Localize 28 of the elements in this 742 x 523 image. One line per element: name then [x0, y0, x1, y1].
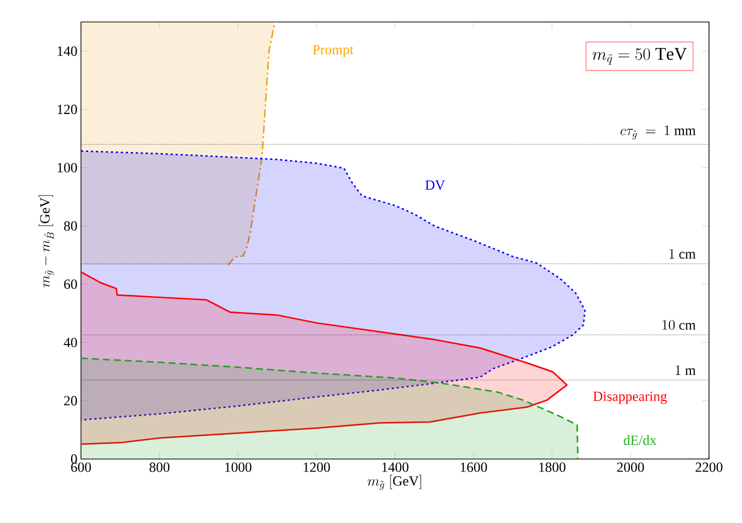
x-tick-label: 1400	[382, 462, 408, 472]
x-tick-label: 600	[71, 462, 91, 472]
y-tick-label: 140	[58, 46, 77, 56]
y-tick-label: 120	[58, 104, 77, 114]
y-tick-label: 80	[64, 221, 77, 231]
ref-line-label: $c\tau_{\tilde{g}}\ =\ 1\ \mathrm{mm}$	[620, 126, 696, 140]
y-axis-title: $m_{\tilde{g}} - m_{\tilde{B}}\ [\mathrm{GeV}]$	[38, 195, 54, 288]
y-tick-label: 40	[64, 338, 77, 348]
x-tick-label: 1600	[460, 462, 487, 472]
x-axis-title: $m_{\tilde{g}}\ [\mathrm{GeV}]$	[368, 474, 422, 490]
text: Prompt	[312, 45, 354, 58]
x-tick-label: 800	[150, 462, 170, 472]
text: dE/dx	[624, 435, 656, 445]
x-tick-label: 1800	[539, 462, 566, 472]
x-tick-label: 1200	[304, 462, 330, 472]
y-tick-label: 20	[64, 396, 77, 406]
ref-line-label: $1\ \mathrm{cm}$	[670, 248, 696, 259]
annotation: $m_{\tilde{q}} =50\ \mathrm{TeV}$	[592, 48, 687, 65]
x-tick-label: 2200	[696, 462, 722, 472]
ref-line-label: $10\ \mathrm{cm}$	[662, 320, 696, 330]
y-tick-label: 100	[58, 162, 77, 172]
y-tick-label: 60	[64, 279, 77, 289]
series-label: DV	[425, 180, 445, 190]
x-tick-label: 2000	[617, 462, 644, 472]
x-tick-label: 1000	[225, 462, 252, 472]
series-label: Disappearing	[593, 392, 667, 404]
ref-line-label: $1\ \mathrm{m}$	[676, 365, 696, 375]
y-tick-label: 0	[71, 454, 77, 464]
